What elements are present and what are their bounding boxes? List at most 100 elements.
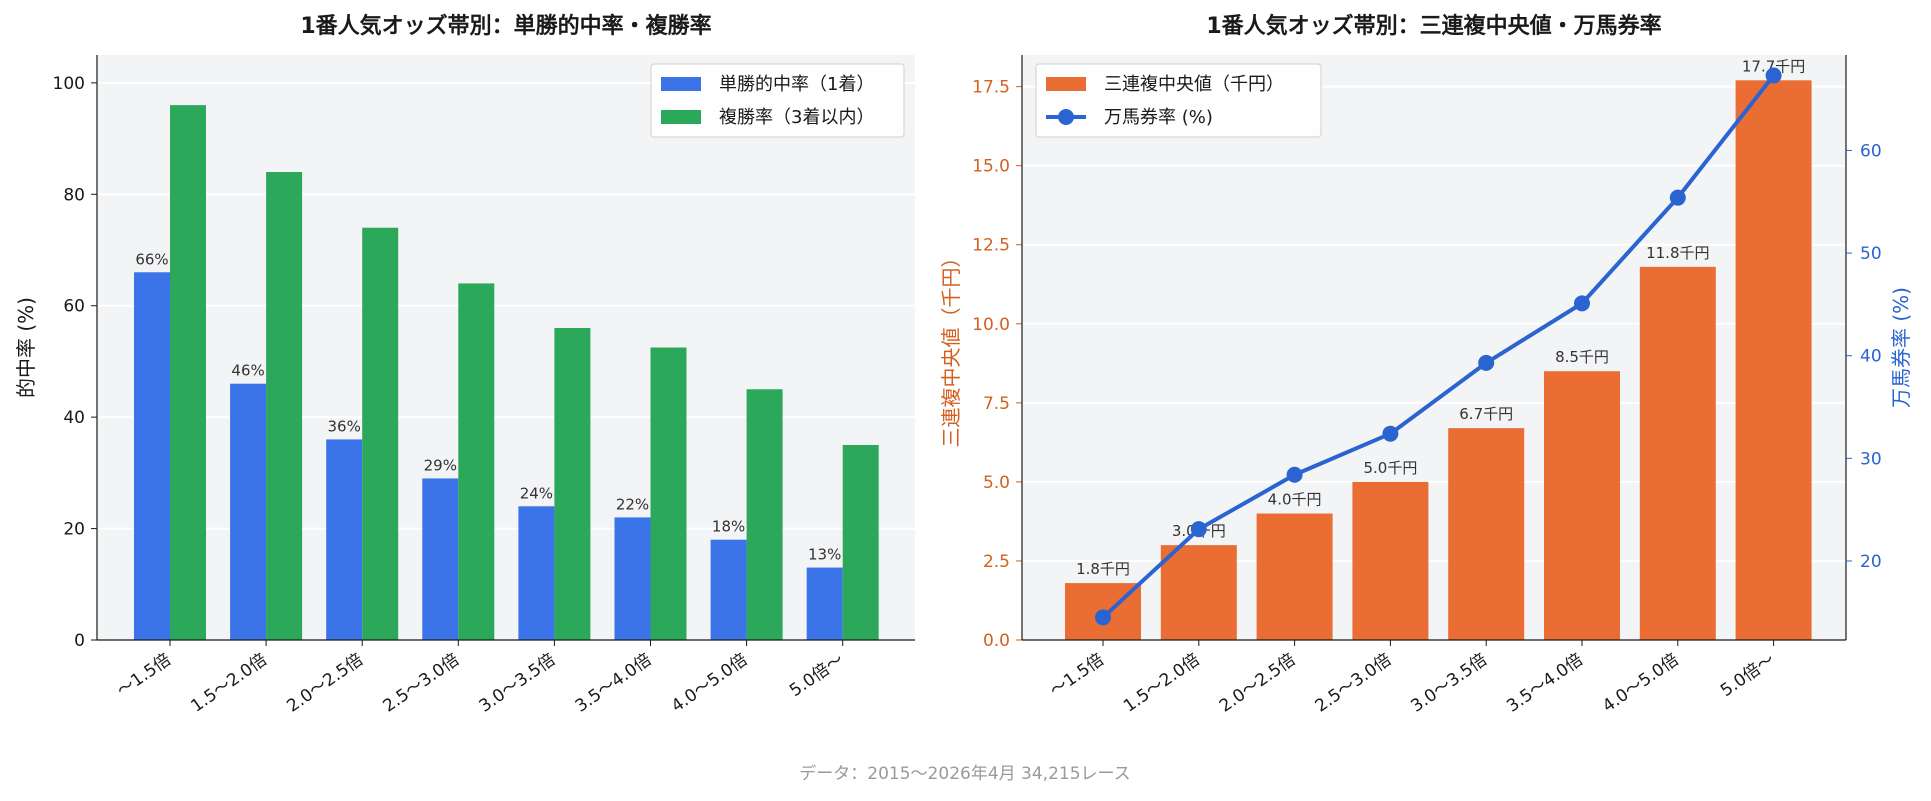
bar-sanrenpuku-median	[1160, 545, 1237, 640]
plot-background	[97, 55, 915, 640]
data-label: 4.0千円	[1268, 491, 1322, 509]
point-manbaken-rate	[1382, 425, 1399, 442]
y2-tick-label: 30	[1860, 449, 1882, 469]
chart-hit-rate: 0 20 40 60 80 100 66% 46% 36% 29% 24% 22% 18% 13% 〜1.5…	[14, 13, 915, 717]
y-tick-label: 100	[53, 74, 85, 94]
bar-place-rate	[266, 172, 303, 640]
data-label: 17.7千円	[1742, 57, 1805, 75]
x-tick-label: 2.0〜2.5倍	[283, 650, 367, 717]
data-label: 5.0千円	[1363, 459, 1417, 477]
legend-marker	[1058, 109, 1074, 125]
x-tick-label: 2.5〜3.0倍	[1312, 650, 1396, 717]
chart-title: 1番人気オッズ帯別：三連複中央値・万馬券率	[1206, 13, 1661, 39]
y2-tick-label: 50	[1860, 244, 1882, 264]
y2-tick-label: 40	[1860, 347, 1882, 367]
y-tick-label: 2.5	[983, 552, 1010, 572]
y-tick-label: 7.5	[983, 394, 1010, 414]
chart-sanrenpuku: 0.02.55.07.510.012.515.017.51.8千円3.0千円4.…	[939, 13, 1913, 717]
bar-win-rate	[806, 567, 843, 640]
bar-sanrenpuku-median	[1735, 80, 1812, 640]
legend-label: 複勝率（3着以内）	[719, 107, 874, 128]
y-tick-label: 0.0	[983, 631, 1010, 651]
bar-win-rate	[326, 439, 363, 640]
y-axis-label: 的中率 (%)	[14, 297, 38, 398]
y-tick-label: 80	[63, 185, 85, 205]
bar-place-rate	[554, 328, 591, 640]
bar-sanrenpuku-median	[1352, 481, 1429, 640]
bar-place-rate	[746, 389, 783, 640]
data-label: 29%	[424, 456, 457, 474]
data-label: 18%	[712, 518, 745, 536]
x-tick-label: 5.0倍〜	[1717, 650, 1778, 701]
data-label: 13%	[808, 546, 841, 564]
x-tick-label: 1.5〜2.0倍	[187, 650, 271, 717]
x-tick-label: 2.0〜2.5倍	[1216, 650, 1300, 717]
point-manbaken-rate	[1669, 189, 1686, 206]
data-label: 8.5千円	[1555, 348, 1609, 366]
x-tick-label: 4.0〜5.0倍	[1599, 650, 1683, 717]
data-label: 1.8千円	[1076, 560, 1130, 578]
y-tick-label: 12.5	[972, 236, 1010, 256]
y-tick-label: 60	[63, 297, 85, 317]
bar-place-rate	[842, 445, 879, 640]
y-tick-label: 0	[74, 631, 85, 651]
bar-sanrenpuku-median	[1448, 428, 1525, 640]
legend-swatch	[1046, 77, 1086, 91]
y-tick-label: 20	[63, 520, 85, 540]
legend-label: 単勝的中率（1着）	[719, 74, 874, 95]
bar-win-rate	[614, 517, 651, 640]
bar-sanrenpuku-median	[1256, 513, 1333, 640]
data-label: 6.7千円	[1459, 405, 1513, 423]
bar-place-rate	[650, 347, 687, 640]
bar-place-rate	[362, 227, 399, 640]
legend-box	[650, 63, 905, 138]
bar-win-rate	[134, 272, 170, 640]
point-manbaken-rate	[1765, 67, 1782, 84]
x-tick-label: 4.0〜5.0倍	[668, 650, 752, 717]
point-manbaken-rate	[1095, 609, 1111, 626]
data-label: 36%	[328, 417, 361, 435]
x-tick-label: 3.5〜4.0倍	[572, 650, 656, 717]
legend-swatch	[661, 110, 701, 124]
data-label: 11.8千円	[1646, 244, 1709, 262]
x-tick-label: 2.5〜3.0倍	[380, 650, 464, 717]
y2-axis-label: 万馬券率 (%)	[1889, 287, 1913, 408]
x-tick-label: 3.0〜3.5倍	[1407, 650, 1491, 717]
x-tick-label: 3.0〜3.5倍	[476, 650, 560, 717]
x-tick-label: 〜1.5倍	[1046, 650, 1107, 701]
bar-win-rate	[710, 539, 747, 640]
data-label: 46%	[231, 362, 264, 380]
data-label: 24%	[520, 484, 553, 502]
bar-sanrenpuku-median	[1639, 266, 1716, 640]
point-manbaken-rate	[1286, 466, 1303, 483]
x-tick-label: 3.5〜4.0倍	[1503, 650, 1587, 717]
legend-swatch	[661, 77, 701, 91]
legend-box	[1035, 63, 1322, 138]
x-tick-label: 5.0倍〜	[786, 650, 847, 701]
y-tick-label: 10.0	[972, 315, 1010, 335]
data-label: 66%	[135, 250, 168, 268]
y2-tick-label: 60	[1860, 141, 1882, 161]
chart-title: 1番人気オッズ帯別：単勝的中率・複勝率	[300, 13, 711, 39]
y-tick-label: 40	[63, 408, 85, 428]
bar-place-rate	[458, 283, 495, 640]
y-tick-label: 15.0	[972, 157, 1010, 177]
line-manbaken-rate	[1101, 74, 1776, 619]
y-tick-label: 17.5	[972, 78, 1010, 98]
y-tick-label: 5.0	[983, 473, 1010, 493]
bar-win-rate	[422, 478, 459, 640]
data-label: 22%	[616, 495, 649, 513]
y2-tick-label: 20	[1860, 552, 1882, 572]
bar-place-rate	[170, 105, 206, 640]
legend-label: 万馬券率 (%)	[1104, 107, 1213, 128]
point-manbaken-rate	[1190, 521, 1207, 538]
legend-label: 三連複中央値（千円）	[1104, 74, 1284, 95]
x-tick-label: 1.5〜2.0倍	[1120, 650, 1204, 717]
y-axis-label: 三連複中央値（千円）	[939, 248, 963, 448]
point-manbaken-rate	[1478, 354, 1495, 371]
bar-win-rate	[518, 506, 555, 640]
x-tick-label: 〜1.5倍	[113, 650, 174, 701]
footer-note: データ：2015〜2026年4月 34,215レース	[799, 763, 1130, 784]
point-manbaken-rate	[1574, 295, 1590, 312]
